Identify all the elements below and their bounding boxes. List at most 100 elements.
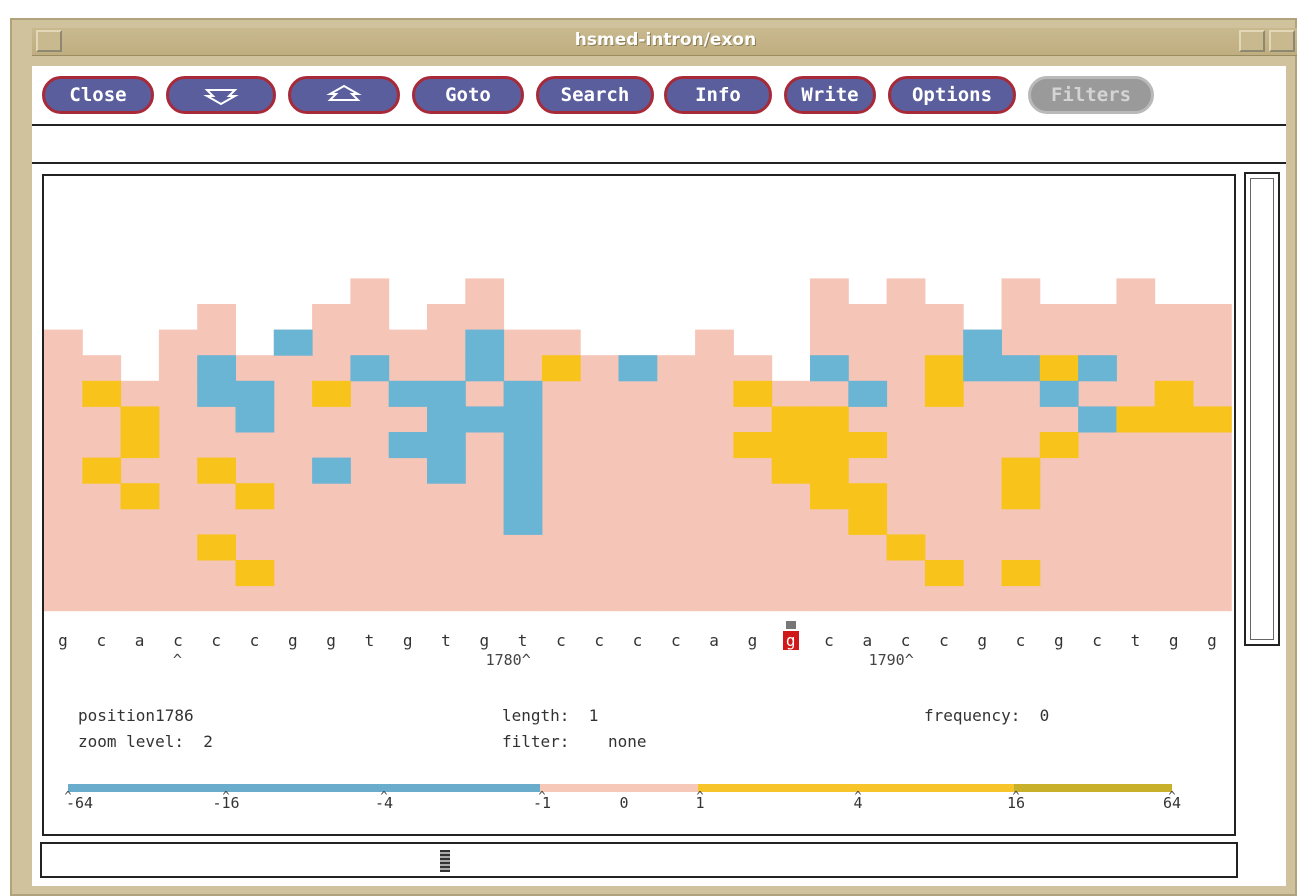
- heatmap-cell[interactable]: [1116, 406, 1156, 433]
- heatmap-cell[interactable]: [427, 457, 466, 484]
- heatmap-cell[interactable]: [350, 355, 390, 382]
- sequence-base[interactable]: c: [96, 631, 107, 650]
- heatmap-cell[interactable]: [120, 406, 160, 433]
- heatmap-cell[interactable]: [235, 380, 275, 407]
- title-bar[interactable]: hsmed-intron/exon: [32, 28, 1297, 56]
- scroll-down-button[interactable]: [166, 76, 276, 114]
- selected-base[interactable]: g: [772, 631, 810, 650]
- sequence-base[interactable]: t: [441, 631, 451, 650]
- sequence-base[interactable]: c: [900, 631, 911, 650]
- search-button[interactable]: Search: [536, 76, 654, 114]
- heatmap-cell[interactable]: [1154, 380, 1194, 407]
- heatmap-cell[interactable]: [427, 432, 466, 459]
- sequence-base[interactable]: c: [173, 631, 183, 650]
- sequence-base[interactable]: t: [517, 631, 528, 650]
- heatmap-cell[interactable]: [427, 380, 466, 407]
- sequence-base[interactable]: g: [326, 631, 336, 650]
- heatmap-cell[interactable]: [618, 355, 658, 382]
- heatmap-cell[interactable]: [1078, 355, 1117, 382]
- horizontal-scrollbar[interactable]: [40, 842, 1238, 878]
- heatmap-cell[interactable]: [503, 380, 543, 407]
- heatmap-cell[interactable]: [1039, 380, 1079, 407]
- sequence-base[interactable]: c: [1015, 631, 1026, 650]
- heatmap-cell[interactable]: [197, 355, 236, 382]
- heatmap-cell[interactable]: [963, 329, 1002, 356]
- heatmap-cell[interactable]: [733, 380, 773, 407]
- info-button[interactable]: Info: [664, 76, 772, 114]
- heatmap-cell[interactable]: [465, 406, 505, 433]
- sequence-base[interactable]: g: [1053, 631, 1064, 650]
- heatmap-cell[interactable]: [771, 406, 811, 433]
- heatmap-cell[interactable]: [427, 406, 466, 433]
- sequence-base[interactable]: g: [747, 631, 758, 650]
- scroll-up-button[interactable]: [288, 76, 400, 114]
- sequence-base[interactable]: c: [211, 631, 221, 650]
- heatmap-cell[interactable]: [120, 483, 160, 510]
- heatmap-cell[interactable]: [312, 380, 351, 407]
- sequence-base[interactable]: g: [287, 631, 298, 650]
- heatmap-cell[interactable]: [924, 560, 964, 587]
- heatmap-cell[interactable]: [465, 355, 505, 382]
- sequence-base[interactable]: g: [402, 631, 413, 650]
- sequence-base[interactable]: g: [1168, 631, 1179, 650]
- heatmap-cell[interactable]: [235, 483, 275, 510]
- heatmap-cell[interactable]: [1039, 432, 1079, 459]
- heatmap-cell[interactable]: [120, 432, 160, 459]
- horizontal-scroll-thumb[interactable]: [440, 850, 450, 872]
- heatmap-cell[interactable]: [810, 432, 849, 459]
- sequence-base[interactable]: c: [556, 631, 566, 650]
- heatmap-cell[interactable]: [810, 457, 849, 484]
- heatmap-cell[interactable]: [886, 534, 926, 561]
- heatmap-cell[interactable]: [503, 508, 543, 535]
- heatmap-cell[interactable]: [1039, 355, 1079, 382]
- close-button[interactable]: Close: [42, 76, 154, 114]
- heatmap-cell[interactable]: [197, 534, 236, 561]
- sequence-base[interactable]: a: [862, 631, 873, 650]
- heatmap-cell[interactable]: [1001, 457, 1041, 484]
- heatmap-cell[interactable]: [924, 380, 964, 407]
- sequence-base[interactable]: c: [939, 631, 949, 650]
- heatmap-cell[interactable]: [1001, 483, 1041, 510]
- heatmap-cell[interactable]: [963, 355, 1002, 382]
- heatmap-cell[interactable]: [848, 380, 888, 407]
- heatmap-cell[interactable]: [503, 406, 543, 433]
- sequence-base[interactable]: a: [134, 631, 145, 650]
- options-button[interactable]: Options: [888, 76, 1016, 114]
- sequence-base[interactable]: g: [479, 631, 490, 650]
- heatmap-cell[interactable]: [810, 406, 849, 433]
- heatmap-cell[interactable]: [273, 329, 313, 356]
- write-button[interactable]: Write: [784, 76, 876, 114]
- heatmap-cell[interactable]: [235, 560, 275, 587]
- heatmap-cell[interactable]: [810, 483, 849, 510]
- heatmap-cell[interactable]: [1001, 560, 1041, 587]
- vertical-scroll-track[interactable]: [1250, 178, 1274, 640]
- sequence-base[interactable]: t: [364, 631, 375, 650]
- heatmap-cell[interactable]: [848, 508, 888, 535]
- sequence-base[interactable]: g: [977, 631, 987, 650]
- minimize-button[interactable]: [1239, 30, 1265, 52]
- heatmap-cell[interactable]: [1078, 406, 1117, 433]
- heatmap-cell[interactable]: [848, 483, 888, 510]
- sequence-base[interactable]: c: [632, 631, 643, 650]
- sequence-base[interactable]: a: [709, 631, 719, 650]
- heatmap-cell[interactable]: [388, 380, 428, 407]
- sequence-base[interactable]: c: [670, 631, 681, 650]
- heatmap-cell[interactable]: [503, 483, 543, 510]
- goto-button[interactable]: Goto: [412, 76, 524, 114]
- heatmap-cell[interactable]: [312, 457, 351, 484]
- heatmap-cell[interactable]: [771, 432, 811, 459]
- sequence-base[interactable]: g: [1207, 631, 1217, 650]
- heatmap-cell[interactable]: [733, 432, 773, 459]
- heatmap-cell[interactable]: [82, 380, 122, 407]
- heatmap-cell[interactable]: [1001, 355, 1041, 382]
- heatmap-cell[interactable]: [197, 457, 236, 484]
- window-menu-button[interactable]: [36, 30, 62, 52]
- heatmap-cell[interactable]: [197, 380, 236, 407]
- sequence-base[interactable]: c: [1092, 631, 1102, 650]
- maximize-button[interactable]: [1269, 30, 1295, 52]
- sequence-base[interactable]: c: [824, 631, 834, 650]
- heatmap-cell[interactable]: [771, 457, 811, 484]
- heatmap-cell[interactable]: [82, 457, 122, 484]
- sequence-base[interactable]: c: [249, 631, 260, 650]
- heatmap-cell[interactable]: [388, 432, 428, 459]
